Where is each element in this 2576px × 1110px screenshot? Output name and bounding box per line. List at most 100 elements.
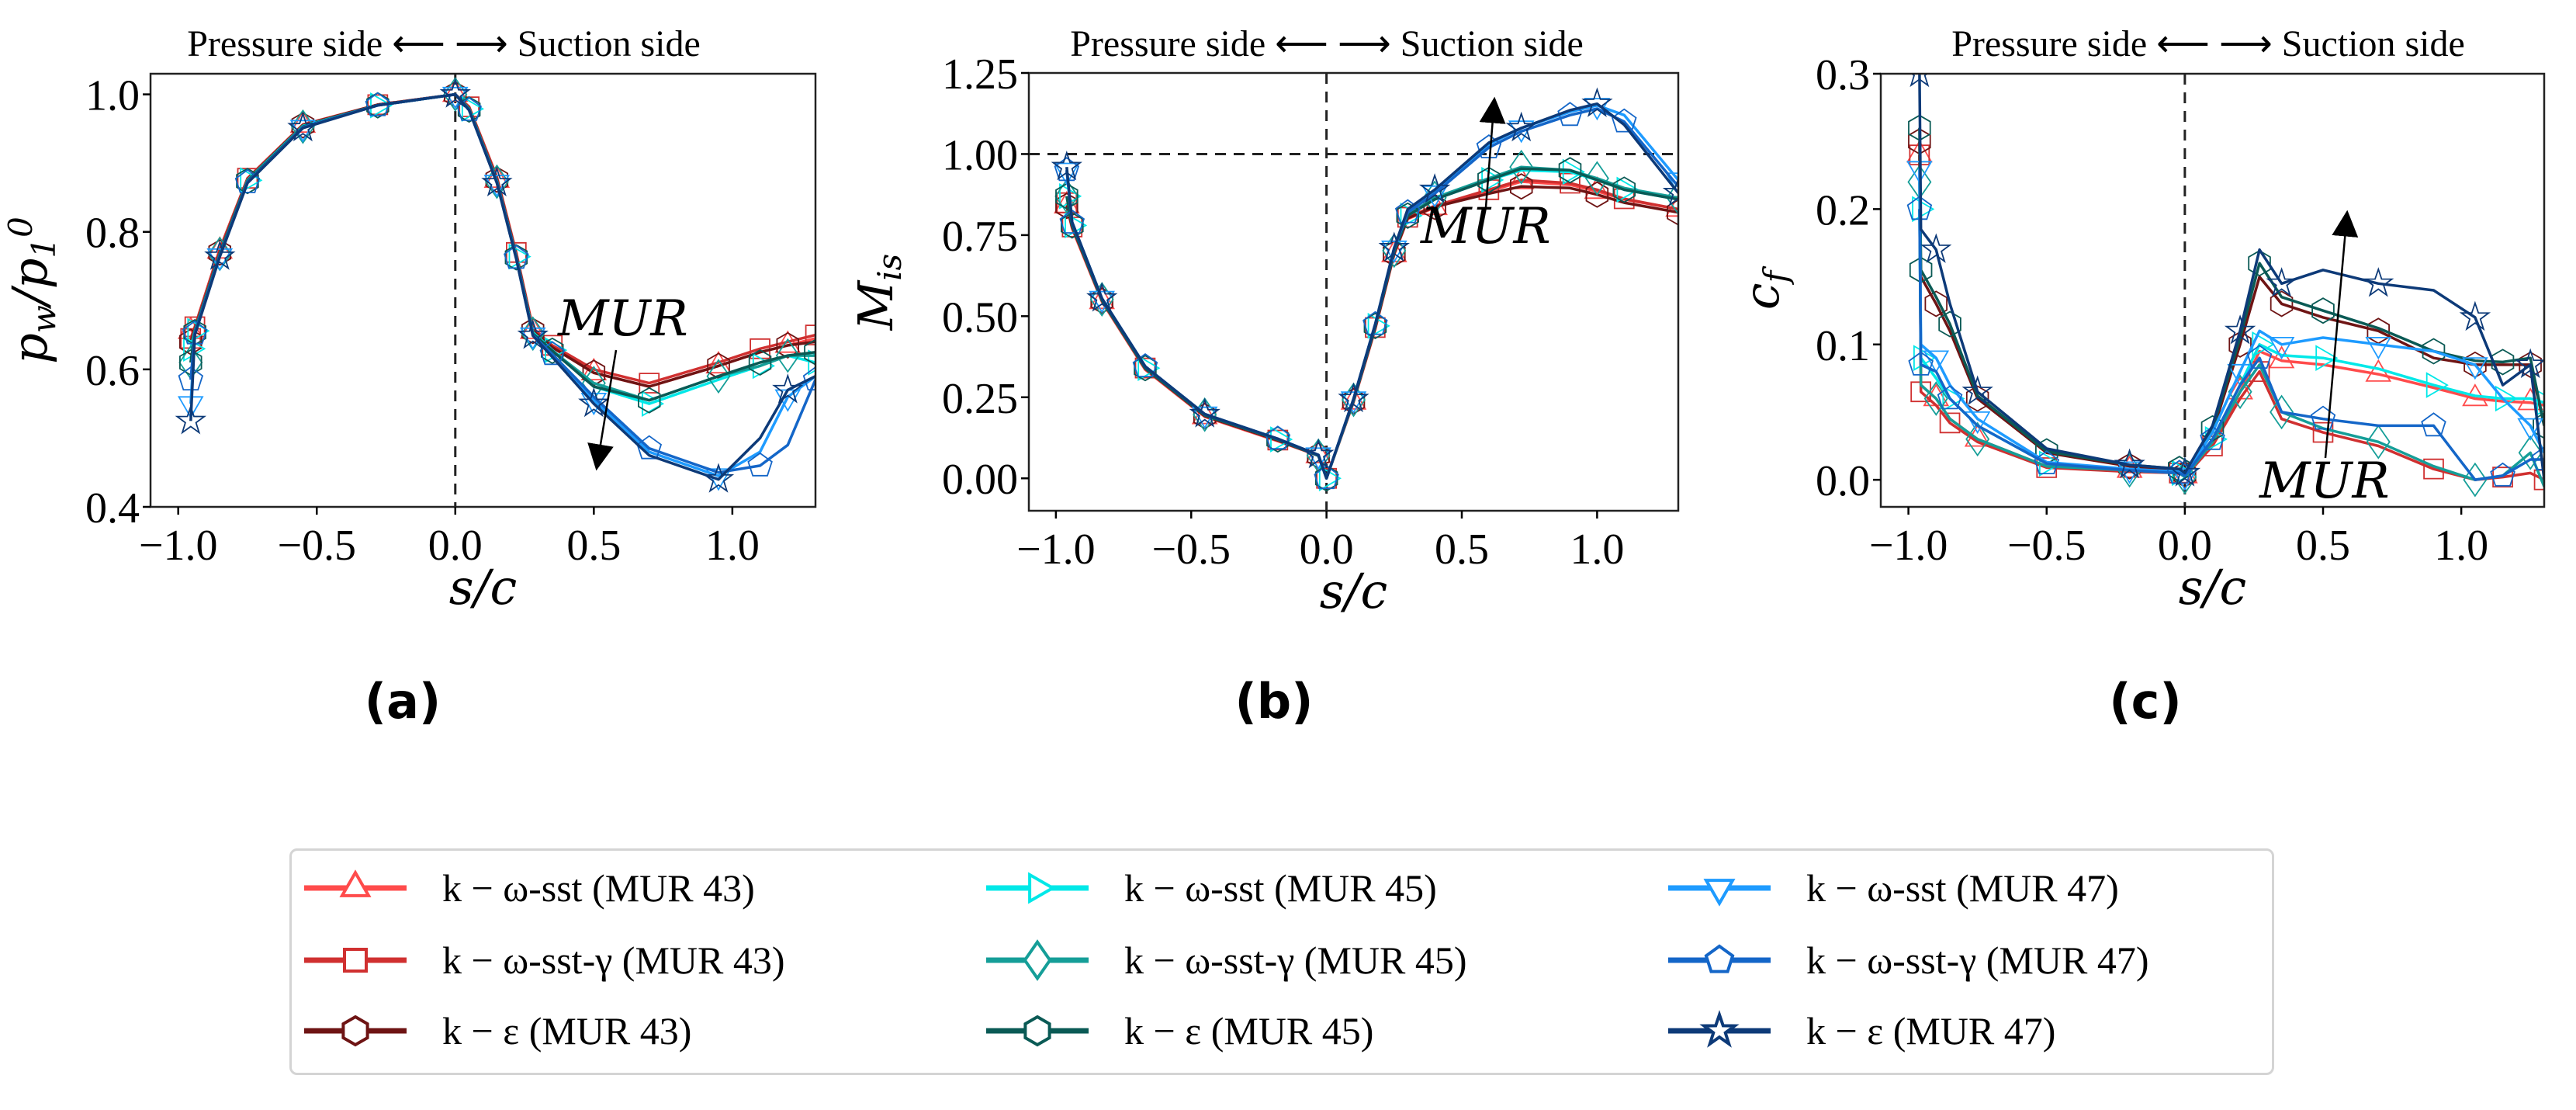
legend-item-gamma_45: k − ω-sst-γ (MUR 45) <box>986 929 1467 991</box>
x-tick-label: 1.0 <box>1570 526 1624 574</box>
subplot-a: −1.0 −0.5 0.0 0.5 1.0 0.4 0.6 0.8 1.0 Pressure si… <box>2 23 817 616</box>
data-point-eps_47 <box>2169 456 2201 487</box>
data-point-gamma_47 <box>636 435 663 460</box>
x-tick-label: −0.5 <box>2007 522 2086 570</box>
y-axis-label-part: c <box>1733 283 1790 310</box>
series-line-eps_45 <box>1065 167 1678 480</box>
legend-item-eps_45: k − ε (MUR 45) <box>986 1000 1373 1062</box>
series-group <box>175 77 815 493</box>
data-point-eps_47 <box>517 319 549 349</box>
data-point-sst_43 <box>705 351 732 374</box>
data-point-gamma_45 <box>2270 394 2294 430</box>
data-point-eps_45 <box>804 338 815 366</box>
data-point-sst_45 <box>2315 345 2339 371</box>
data-point-eps_45 <box>1612 176 1636 203</box>
legend-label: k − ε (MUR 45) <box>1124 1009 1374 1053</box>
data-point-eps_43 <box>521 317 545 345</box>
series-line-eps_45 <box>189 92 815 402</box>
data-point-eps_47 <box>578 387 610 418</box>
data-point-gamma_47 <box>1314 465 1339 490</box>
data-point-gamma_43 <box>1939 412 1961 434</box>
series-line-gamma_47 <box>1918 209 2544 481</box>
data-point-eps_47 <box>1303 438 1335 469</box>
series-line-gamma_47 <box>1065 107 1678 480</box>
data-point-sst_45 <box>1616 176 1639 203</box>
data-point-gamma_47 <box>2034 450 2060 474</box>
data-point-eps_47 <box>702 463 735 493</box>
data-point-eps_47 <box>175 404 207 435</box>
data-point-sst_45 <box>2495 385 2519 412</box>
data-point-sst_43 <box>2268 345 2295 369</box>
x-axis-label: s/c <box>2179 559 2246 616</box>
y-axis-label-part: 1 <box>25 238 63 258</box>
data-point-eps_45 <box>366 92 390 119</box>
data-point-sst_45 <box>2425 372 2449 398</box>
data-point-gamma_45 <box>706 359 731 394</box>
panel-label: (b) <box>1234 673 1313 730</box>
diamond-marker-icon <box>986 939 1089 981</box>
side-annotation: Pressure side ⟵ ⟶ Suction side <box>187 23 701 64</box>
data-point-gamma_43 <box>2492 467 2513 487</box>
y-tick-label: 0.75 <box>942 213 1018 261</box>
data-point-gamma_47 <box>1362 310 1388 335</box>
data-point-gamma_45 <box>1054 179 1079 214</box>
data-point-eps_45 <box>1477 166 1501 193</box>
series-line-sst_43 <box>189 92 815 388</box>
data-point-eps_43 <box>1667 199 1678 226</box>
series-line-gamma_45 <box>1065 165 1678 480</box>
data-point-sst_45 <box>1912 196 1935 223</box>
y-tick-label: 0.3 <box>1816 51 1870 99</box>
panel-label: (a) <box>365 673 441 730</box>
y-tick-label: 1.0 <box>85 72 140 120</box>
data-point-eps_45 <box>1061 212 1084 239</box>
data-point-sst_47 <box>2365 337 2392 360</box>
data-point-eps_47 <box>1505 111 1537 142</box>
data-point-sst_45 <box>2536 389 2544 416</box>
subplot-c: −1.0 −0.5 0.0 0.5 1.0 0.0 0.1 0.2 0.3 Pressure si… <box>1733 23 2546 616</box>
data-point-eps_43 <box>1924 290 1948 317</box>
series-line-gamma_43 <box>189 92 815 385</box>
data-point-gamma_47 <box>1059 209 1085 234</box>
data-point-sst_47 <box>2462 357 2488 380</box>
mur-annotation: MUR <box>557 290 688 348</box>
data-point-sst_45 <box>1562 158 1585 186</box>
triangle-right-marker-icon <box>986 872 1089 904</box>
x-tick-label: 0.5 <box>566 522 621 570</box>
y-tick-label: 0.4 <box>85 484 140 532</box>
legend-label: k − ε (MUR 43) <box>442 1009 692 1053</box>
data-point-eps_45 <box>2248 250 2271 277</box>
series-line-eps_47 <box>189 92 815 481</box>
x-tick-label: 1.0 <box>2434 522 2488 570</box>
series-line-eps_47 <box>1065 102 1678 480</box>
data-point-gamma_45 <box>1923 381 1948 416</box>
data-point-eps_47 <box>2515 348 2544 379</box>
hexagon-marker-icon <box>304 1015 407 1047</box>
data-point-eps_47 <box>2224 314 2256 345</box>
y-axis-label-part: is <box>871 254 909 281</box>
data-point-sst_45 <box>240 167 263 194</box>
series-line-sst_45 <box>1065 168 1678 480</box>
data-point-gamma_47 <box>504 245 529 269</box>
data-point-gamma_45 <box>1382 233 1407 269</box>
series-line-eps_47 <box>1918 74 2544 480</box>
series-line-gamma_43 <box>1918 154 2544 481</box>
data-point-sst_47 <box>1054 162 1080 186</box>
series-line-gamma_45 <box>1918 182 2544 487</box>
data-point-gamma_45 <box>290 109 315 144</box>
y-tick-label: 1.25 <box>942 50 1018 99</box>
data-point-eps_47 <box>2114 448 2145 479</box>
legend-item-sst_43: k − ω-sst (MUR 43) <box>304 857 755 919</box>
data-point-gamma_43 <box>750 338 770 359</box>
data-point-gamma_45 <box>1509 149 1534 185</box>
data-point-eps_43 <box>1510 173 1533 200</box>
data-point-gamma_47 <box>802 366 815 390</box>
data-point-gamma_43 <box>639 373 660 394</box>
data-point-eps_47 <box>772 373 804 404</box>
data-point-sst_47 <box>2517 418 2543 441</box>
data-point-eps_43 <box>2228 331 2252 358</box>
legend-item-sst_45: k − ω-sst (MUR 45) <box>986 857 1437 919</box>
triangle-down-marker-icon <box>1668 879 1771 907</box>
data-point-sst_43 <box>774 330 802 353</box>
series-line-gamma_47 <box>189 92 815 474</box>
